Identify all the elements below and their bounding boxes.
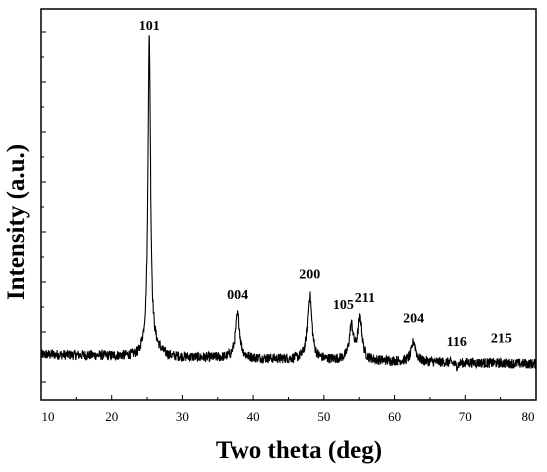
x-tick-label: 20	[105, 409, 118, 424]
x-tick-label: 10	[42, 409, 55, 424]
x-axis-title: Two theta (deg)	[216, 437, 382, 464]
peak-label-215: 215	[491, 331, 512, 346]
peak-label-204: 204	[403, 311, 424, 326]
y-axis-ticks	[41, 31, 46, 383]
x-tick-label: 50	[317, 409, 330, 424]
peak-label-116: 116	[447, 335, 467, 350]
peak-labels: 101 004 200 105 211 204 116 215	[139, 19, 512, 350]
peak-label-101: 101	[139, 19, 160, 34]
x-axis-ticks: 10 20 30 40 50 60 70 80	[40, 395, 537, 424]
peak-label-211: 211	[355, 291, 375, 306]
x-tick-label: 70	[459, 409, 472, 424]
x-tick-label: 30	[176, 409, 189, 424]
x-tick-label: 80	[522, 409, 535, 424]
peak-label-200: 200	[299, 268, 320, 283]
x-tick-label: 60	[388, 409, 401, 424]
x-tick-label: 40	[247, 409, 260, 424]
y-axis-title: Intensity (a.u.)	[3, 144, 30, 300]
peak-label-105: 105	[333, 298, 354, 313]
peak-label-004: 004	[227, 288, 248, 303]
xrd-pattern-line	[40, 35, 537, 372]
